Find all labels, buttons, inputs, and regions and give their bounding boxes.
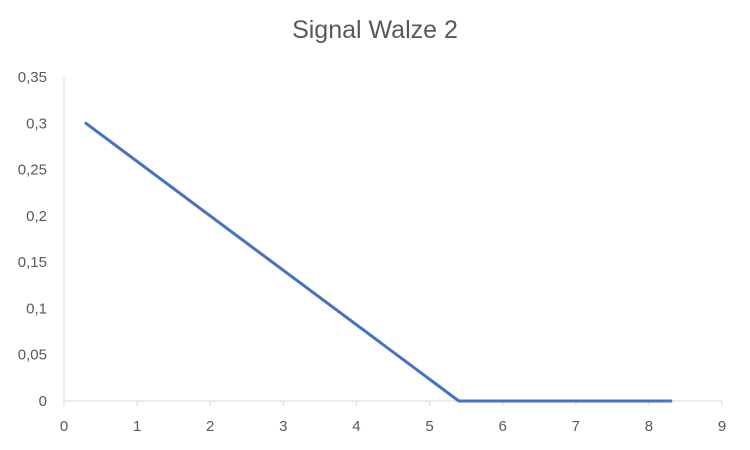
x-tick-label: 6 (498, 418, 506, 435)
x-tick-label: 2 (206, 418, 214, 435)
y-tick-label: 0,15 (18, 254, 47, 271)
x-tick-label: 3 (279, 418, 287, 435)
series-line-1 (84, 121, 673, 403)
y-tick-label: 0,1 (26, 300, 47, 317)
y-tick-label: 0,25 (18, 162, 47, 179)
x-tick-label: 4 (352, 418, 360, 435)
y-tick-label: 0,05 (18, 347, 47, 364)
x-tick-label: 5 (425, 418, 433, 435)
x-tick-label: 9 (718, 418, 726, 435)
y-tick-label: 0,2 (26, 208, 47, 225)
y-tick-label: 0,35 (18, 69, 47, 86)
x-tick-label: 8 (645, 418, 653, 435)
y-tick-label: 0,3 (26, 115, 47, 132)
y-tick-label: 0 (39, 393, 47, 410)
x-tick-label: 7 (572, 418, 580, 435)
x-tick-label: 0 (60, 418, 68, 435)
chart-title: Signal Walze 2 (292, 16, 458, 44)
x-tick-label: 1 (133, 418, 141, 435)
